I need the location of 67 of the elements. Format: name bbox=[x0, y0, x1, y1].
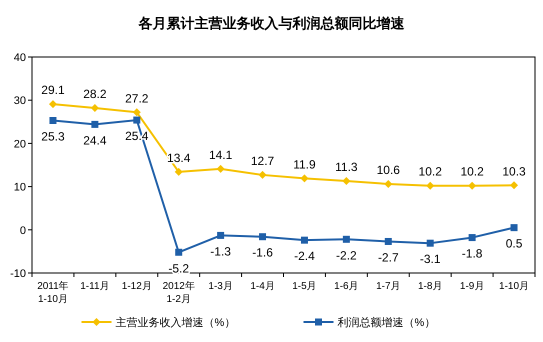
point bbox=[510, 224, 518, 232]
data-label: 10.3 bbox=[502, 164, 526, 178]
x-tick-label: 1-6月 bbox=[334, 281, 359, 292]
data-label: 10.6 bbox=[376, 163, 400, 178]
point bbox=[174, 168, 183, 176]
point bbox=[510, 181, 518, 190]
data-label: 29.1 bbox=[41, 83, 65, 98]
legend-label: 利润总额增速（%） bbox=[338, 316, 436, 329]
y-tick-label: 40 bbox=[14, 52, 26, 64]
x-tick-label: 1-10月 bbox=[499, 281, 530, 292]
legend-label: 主营业务收入增速（%） bbox=[116, 316, 236, 329]
point bbox=[132, 108, 141, 116]
data-label: 10.2 bbox=[418, 164, 442, 179]
point bbox=[342, 236, 350, 243]
x-tick-label: 1-3月 bbox=[208, 281, 233, 292]
data-label: -2.4 bbox=[294, 249, 316, 264]
x-tick-label: 1-4月 bbox=[250, 281, 275, 292]
point bbox=[426, 182, 434, 190]
point bbox=[300, 174, 308, 182]
point bbox=[426, 240, 434, 247]
point bbox=[90, 104, 99, 112]
data-label: -1.8 bbox=[462, 246, 483, 261]
data-label: 27.2 bbox=[125, 91, 149, 106]
x-tick-label: 1-9月 bbox=[460, 281, 484, 292]
point bbox=[259, 233, 266, 240]
data-label: -2.2 bbox=[336, 248, 358, 262]
point bbox=[49, 117, 56, 124]
point bbox=[216, 164, 225, 173]
y-tick-label: 10 bbox=[14, 182, 26, 194]
x-tick-label: 1-5月 bbox=[292, 281, 317, 292]
data-label: 14.1 bbox=[208, 148, 233, 162]
x-tick-label: 1-11月 bbox=[80, 281, 110, 292]
x-tick-label: 1-8月 bbox=[418, 281, 442, 292]
point bbox=[133, 116, 140, 124]
data-label: 0.5 bbox=[506, 236, 523, 251]
x-tick-label: 2011年 1-10月 bbox=[37, 280, 69, 305]
x-tick-label: 1-12月 bbox=[122, 281, 152, 292]
data-label: 11.9 bbox=[293, 157, 316, 172]
y-tick-label: 0 bbox=[20, 224, 26, 237]
data-label: -1.6 bbox=[252, 246, 274, 260]
data-label: -2.7 bbox=[378, 250, 399, 264]
data-label: 10.2 bbox=[460, 164, 484, 179]
data-label: 28.2 bbox=[83, 86, 107, 101]
point bbox=[217, 232, 224, 239]
x-tick-label: 1-7月 bbox=[376, 281, 401, 292]
point bbox=[468, 182, 476, 190]
point bbox=[384, 180, 392, 188]
y-tick-label: 30 bbox=[14, 95, 26, 108]
data-label: -5.2 bbox=[168, 261, 190, 276]
point bbox=[48, 100, 57, 108]
data-label: -1.3 bbox=[210, 244, 232, 258]
point bbox=[175, 248, 182, 256]
data-label: 25.3 bbox=[41, 130, 65, 144]
point bbox=[468, 234, 476, 242]
point bbox=[300, 236, 308, 244]
point bbox=[91, 120, 98, 128]
x-tick-label: 2012年 1-2月 bbox=[162, 280, 195, 305]
point bbox=[258, 170, 267, 179]
chart-title: 各月累计主营业务收入与利润总额同比增速 bbox=[138, 15, 406, 31]
data-label: -3.1 bbox=[420, 252, 441, 266]
data-label: 12.7 bbox=[250, 154, 275, 168]
y-tick-label: -10 bbox=[10, 268, 26, 280]
data-label: 11.3 bbox=[335, 160, 358, 174]
y-tick-label: 20 bbox=[14, 138, 26, 150]
data-label: 24.4 bbox=[83, 133, 107, 148]
point bbox=[342, 176, 350, 185]
point bbox=[384, 238, 392, 245]
